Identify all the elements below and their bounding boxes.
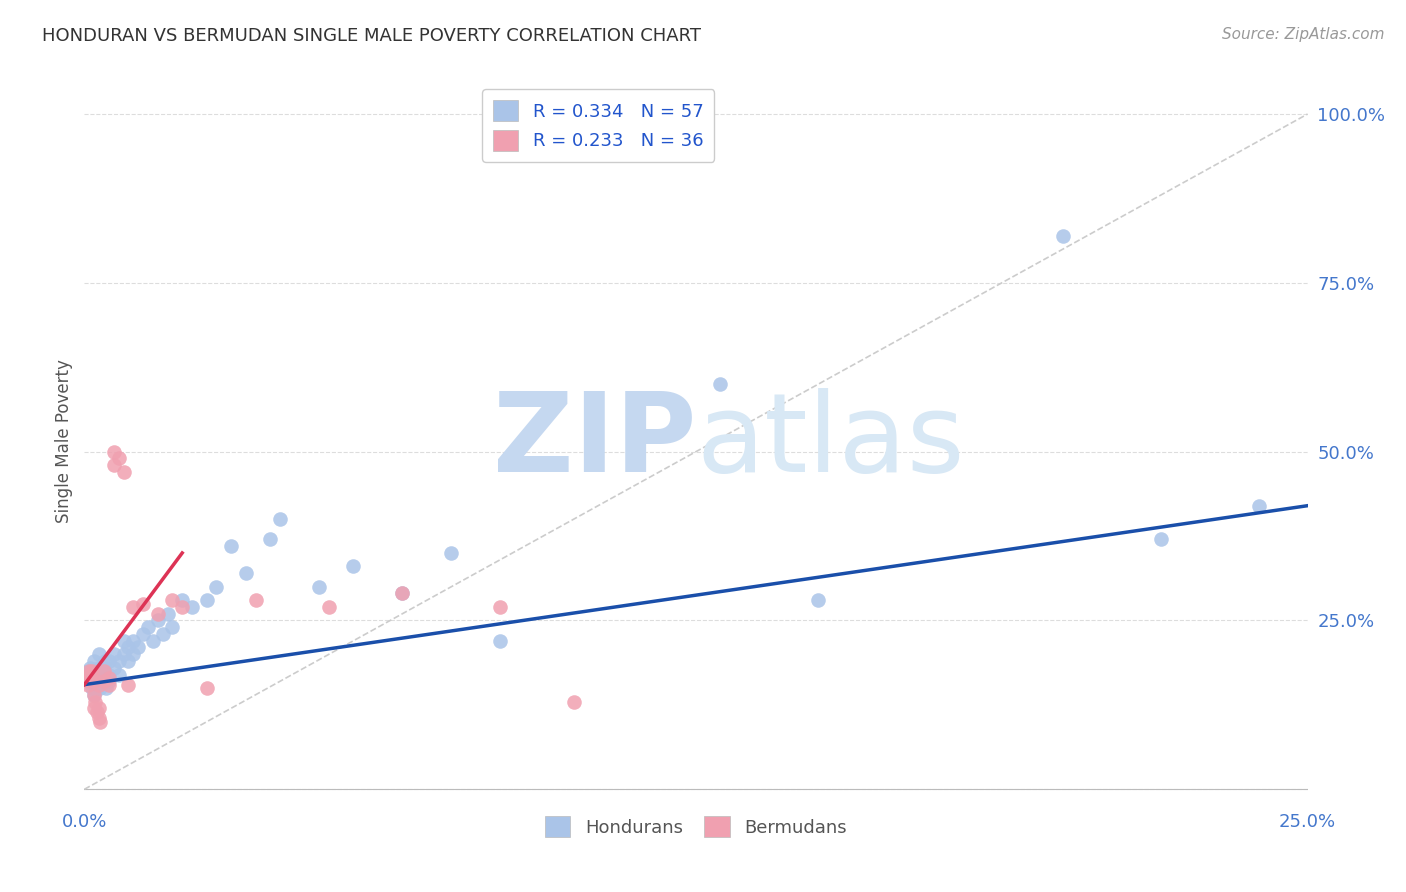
Point xyxy=(90,667,112,681)
Point xyxy=(181,599,204,614)
Point xyxy=(77,674,100,689)
Point xyxy=(142,633,165,648)
Point xyxy=(93,664,115,678)
Point xyxy=(146,614,169,628)
Point xyxy=(83,701,105,715)
Point xyxy=(86,705,108,719)
Point xyxy=(489,599,512,614)
Point xyxy=(103,444,125,458)
Point xyxy=(87,647,110,661)
Point xyxy=(127,640,149,655)
Point xyxy=(146,607,169,621)
Point xyxy=(87,678,110,692)
Point xyxy=(83,674,105,689)
Text: atlas: atlas xyxy=(696,388,965,495)
Point xyxy=(1247,499,1270,513)
Point xyxy=(97,667,120,681)
Point xyxy=(195,593,218,607)
Point xyxy=(84,674,107,689)
Y-axis label: Single Male Poverty: Single Male Poverty xyxy=(55,359,73,524)
Point xyxy=(122,647,145,661)
Point xyxy=(709,377,731,392)
Point xyxy=(103,647,125,661)
Point xyxy=(122,633,145,648)
Point xyxy=(77,667,100,681)
Point xyxy=(83,654,105,668)
Point xyxy=(80,667,103,681)
Point xyxy=(117,640,139,655)
Point xyxy=(93,661,115,675)
Point xyxy=(391,586,413,600)
Point xyxy=(162,620,184,634)
Point xyxy=(93,674,115,689)
Point xyxy=(235,566,257,581)
Point xyxy=(245,593,267,607)
Point xyxy=(76,671,98,685)
Point xyxy=(489,633,512,648)
Point xyxy=(83,688,105,702)
Point xyxy=(80,664,103,678)
Point xyxy=(96,681,118,695)
Point xyxy=(103,661,125,675)
Point xyxy=(132,627,155,641)
Point xyxy=(269,512,291,526)
Point xyxy=(86,681,108,695)
Text: Source: ZipAtlas.com: Source: ZipAtlas.com xyxy=(1222,27,1385,42)
Point xyxy=(77,678,100,692)
Point xyxy=(80,667,103,681)
Point xyxy=(97,671,120,685)
Point xyxy=(1150,533,1173,547)
Point xyxy=(308,580,330,594)
Point xyxy=(77,664,100,678)
Point xyxy=(391,586,413,600)
Point xyxy=(112,647,135,661)
Point xyxy=(89,681,111,695)
Point xyxy=(195,681,218,695)
Point xyxy=(83,688,105,702)
Point xyxy=(172,599,194,614)
Text: ZIP: ZIP xyxy=(492,388,696,495)
Point xyxy=(807,593,830,607)
Point xyxy=(117,654,139,668)
Point xyxy=(1052,228,1074,243)
Point xyxy=(97,654,120,668)
Point xyxy=(77,664,100,678)
Point xyxy=(112,633,135,648)
Point xyxy=(562,694,585,708)
Point xyxy=(259,533,281,547)
Point xyxy=(440,546,463,560)
Point xyxy=(136,620,159,634)
Point xyxy=(152,627,174,641)
Point xyxy=(87,711,110,725)
Point xyxy=(112,465,135,479)
Text: HONDURAN VS BERMUDAN SINGLE MALE POVERTY CORRELATION CHART: HONDURAN VS BERMUDAN SINGLE MALE POVERTY… xyxy=(42,27,702,45)
Point xyxy=(318,599,340,614)
Point xyxy=(342,559,364,574)
Point xyxy=(87,701,110,715)
Point xyxy=(87,661,110,675)
Point xyxy=(162,593,184,607)
Point xyxy=(79,674,101,689)
Point xyxy=(156,607,179,621)
Point xyxy=(94,654,117,668)
Point xyxy=(107,654,129,668)
Point xyxy=(132,597,155,611)
Point xyxy=(97,674,120,689)
Point xyxy=(80,681,103,695)
Point xyxy=(97,678,120,692)
Point xyxy=(107,667,129,681)
Legend: Hondurans, Bermudans: Hondurans, Bermudans xyxy=(538,809,853,845)
Point xyxy=(103,458,125,472)
Point xyxy=(93,674,115,689)
Point xyxy=(89,714,111,729)
Point xyxy=(219,539,242,553)
Point xyxy=(117,678,139,692)
Point xyxy=(122,599,145,614)
Point xyxy=(107,451,129,466)
Point xyxy=(87,674,110,689)
Point xyxy=(84,694,107,708)
Point xyxy=(79,661,101,675)
Point xyxy=(205,580,228,594)
Point xyxy=(172,593,194,607)
